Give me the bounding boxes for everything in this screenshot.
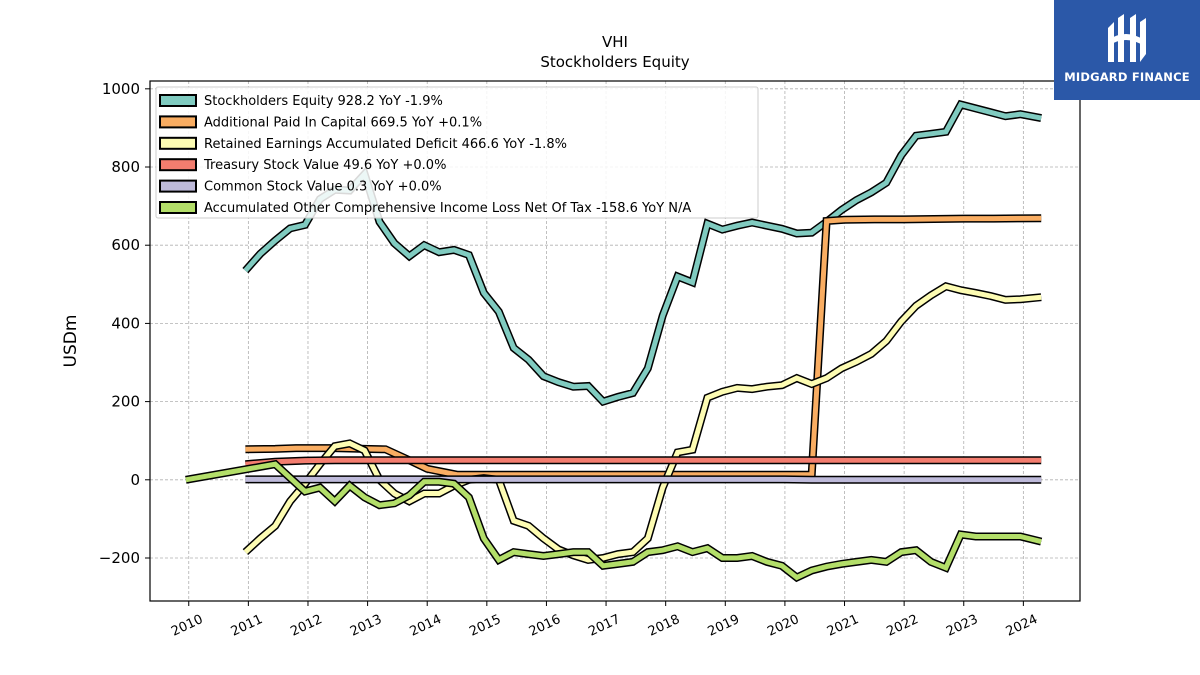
series-line: [245, 456, 1042, 469]
legend-label: Accumulated Other Comprehensive Income L…: [204, 201, 691, 216]
x-tick-label: 2012: [288, 612, 324, 640]
x-tick-label: 2022: [884, 612, 920, 640]
legend-swatch: [159, 158, 197, 172]
legend-label: Stockholders Equity 928.2 YoY -1.9%: [204, 94, 443, 109]
legend-swatch: [159, 201, 197, 214]
legend-label: Treasury Stock Value 49.6 YoY +0.0%: [203, 158, 446, 173]
legend-box: [155, 86, 759, 219]
x-tick-label: 2021: [825, 612, 861, 640]
x-tick-label: 2018: [646, 612, 682, 640]
y-tick-label: 200: [111, 393, 140, 411]
series-line: [242, 282, 1042, 564]
y-ticks: −200 0 200 400 600 800 1000: [99, 80, 150, 567]
x-tick-label: 2020: [765, 612, 801, 640]
logo-mark-icon: [1108, 14, 1146, 62]
logo-text: MIDGARD FINANCE: [1064, 70, 1190, 84]
chart-subtitle: Stockholders Equity: [540, 53, 689, 71]
legend-swatch: [159, 94, 197, 107]
series-line-outline: [245, 214, 1042, 479]
x-ticks: 2010 2011 2012 2013 2014 2015 2016 2017 2018 2019…: [169, 601, 1040, 640]
x-tick-label: 2024: [1004, 612, 1040, 640]
brand-logo: MIDGARD FINANCE: [1054, 0, 1200, 100]
series-line: [185, 459, 1043, 583]
y-axis-label: USDm: [61, 315, 81, 368]
legend: Stockholders Equity 928.2 YoY -1.9% Addit…: [155, 86, 759, 219]
chart-title: VHI: [602, 33, 628, 51]
y-tick-label: −200: [99, 549, 140, 567]
legend-swatch: [159, 179, 197, 193]
y-tick-label: 400: [111, 314, 140, 332]
y-tick-label: 1000: [102, 80, 140, 98]
x-tick-label: 2015: [467, 612, 503, 640]
x-tick-label: 2011: [229, 612, 265, 640]
y-tick-label: 600: [111, 236, 140, 254]
x-tick-label: 2017: [586, 612, 622, 640]
legend-label: Retained Earnings Accumulated Deficit 46…: [204, 137, 567, 152]
legend-swatch: [159, 136, 197, 150]
x-tick-label: 2010: [169, 612, 205, 640]
x-tick-label: 2013: [348, 612, 384, 640]
x-tick-label: 2014: [408, 612, 444, 640]
series-line-fill: [245, 457, 1042, 467]
plot-frame: [149, 80, 1081, 602]
series-line-fill: [185, 461, 1042, 581]
series-line-fill: [243, 283, 1042, 563]
y-tick-label: 800: [111, 158, 140, 176]
series-line-outline: [242, 282, 1042, 564]
legend-label: Common Stock Value 0.3 YoY +0.0%: [204, 180, 442, 195]
x-tick-label: 2023: [944, 612, 980, 640]
x-tick-label: 2016: [527, 612, 563, 640]
x-tick-label: 2019: [706, 612, 742, 640]
legend-swatch: [159, 115, 197, 129]
legend-label: Additional Paid In Capital 669.5 YoY +0.…: [204, 115, 482, 130]
series-line-fill: [245, 215, 1042, 478]
y-tick-label: 0: [130, 471, 140, 489]
series-line: [245, 214, 1042, 479]
